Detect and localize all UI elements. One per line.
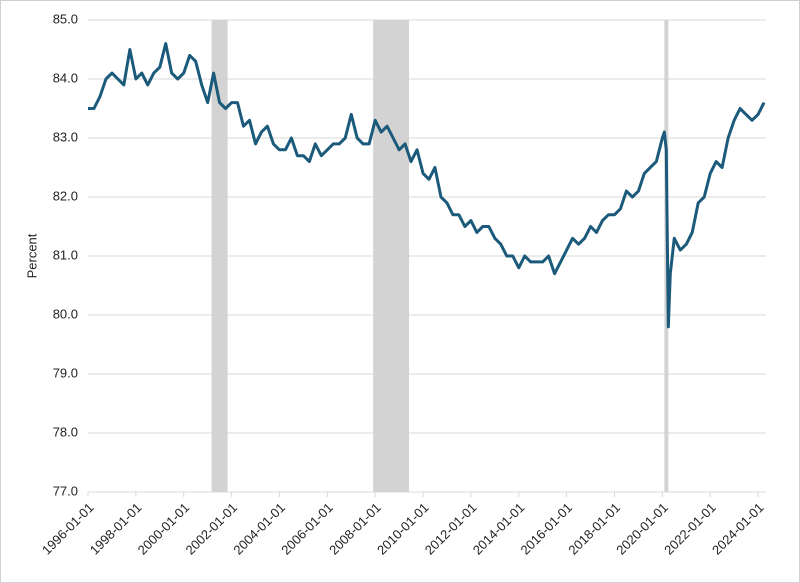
y-tick-label: 77.0 <box>53 483 78 498</box>
data-line <box>88 42 766 329</box>
y-tick-label: 80.0 <box>53 306 78 321</box>
y-tick-label: 83.0 <box>53 129 78 144</box>
y-tick-label: 79.0 <box>53 365 78 380</box>
y-tick-label: 81.0 <box>53 247 78 262</box>
y-tick-label: 85.0 <box>53 11 78 26</box>
y-axis-label: Percent <box>24 233 39 278</box>
y-tick-label: 78.0 <box>53 424 78 439</box>
shaded-period <box>373 20 410 492</box>
y-tick-label: 82.0 <box>53 188 78 203</box>
shaded-period <box>211 20 228 492</box>
y-tick-label: 84.0 <box>53 70 78 85</box>
